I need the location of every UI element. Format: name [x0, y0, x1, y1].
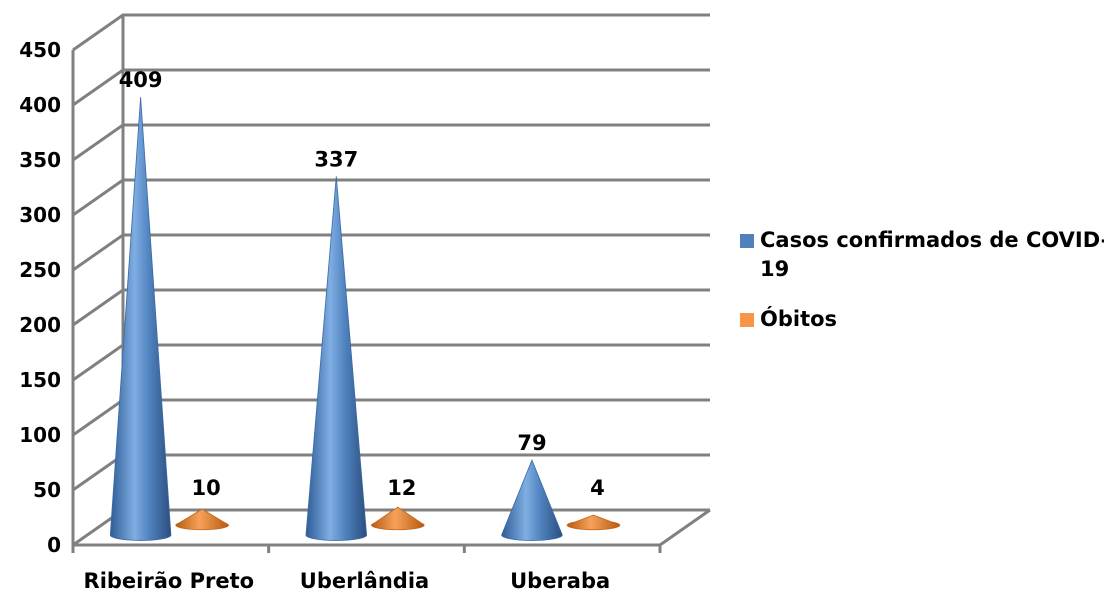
data-label: 79 — [517, 431, 546, 455]
legend-label: 19 — [760, 257, 789, 281]
y-tick-label: 0 — [47, 533, 61, 557]
x-category-label: Uberaba — [510, 569, 610, 593]
cone-obitos — [175, 508, 229, 531]
cone-obitos — [370, 506, 425, 531]
y-tick-label: 450 — [19, 38, 61, 62]
gridline — [72, 398, 710, 437]
legend: Casos confirmados de COVID- 19 Óbitos — [740, 228, 1104, 331]
gridline — [72, 233, 710, 272]
data-label: 12 — [387, 476, 416, 500]
y-tick-label: 250 — [19, 258, 61, 282]
cone-casos — [109, 97, 172, 541]
y-axis-ticks: 0 50 100 150 200 250 300 350 400 450 — [19, 38, 61, 557]
cone-casos — [501, 459, 563, 541]
gridline — [72, 343, 710, 382]
y-tick-label: 50 — [33, 478, 61, 502]
legend-swatch-obitos — [740, 313, 754, 327]
gridline — [72, 288, 710, 327]
data-label: 4 — [590, 476, 605, 500]
data-label: 337 — [314, 147, 358, 171]
cone-body — [305, 176, 368, 541]
cone-body — [370, 506, 425, 531]
legend-label: Óbitos — [760, 306, 837, 331]
x-axis-labels: Ribeirão Preto Uberlândia Uberaba — [84, 569, 611, 593]
data-marks — [109, 97, 621, 541]
gridline — [72, 13, 710, 52]
cone-body — [109, 97, 172, 541]
cone-obitos — [566, 514, 621, 531]
y-tick-label: 400 — [19, 93, 61, 117]
cone-casos — [305, 176, 368, 541]
y-tick-label: 100 — [19, 423, 61, 447]
legend-swatch-casos — [740, 234, 754, 248]
y-tick-label: 350 — [19, 148, 61, 172]
gridline — [72, 123, 710, 162]
axes — [71, 15, 711, 553]
legend-label: Casos confirmados de COVID- — [760, 228, 1104, 252]
x-category-label: Ribeirão Preto — [84, 569, 255, 593]
cone-body — [501, 459, 563, 541]
data-label: 409 — [119, 68, 163, 92]
y-tick-label: 200 — [19, 313, 61, 337]
cone-body — [175, 508, 229, 531]
gridlines — [72, 13, 710, 547]
y-tick-label: 300 — [19, 203, 61, 227]
gridline — [72, 68, 710, 107]
gridline — [72, 178, 710, 217]
x-category-label: Uberlândia — [300, 569, 429, 593]
y-tick-label: 150 — [19, 368, 61, 392]
cone-body — [566, 514, 621, 531]
data-labels: 409 10 337 12 79 4 — [119, 68, 605, 500]
data-label: 10 — [192, 476, 221, 500]
